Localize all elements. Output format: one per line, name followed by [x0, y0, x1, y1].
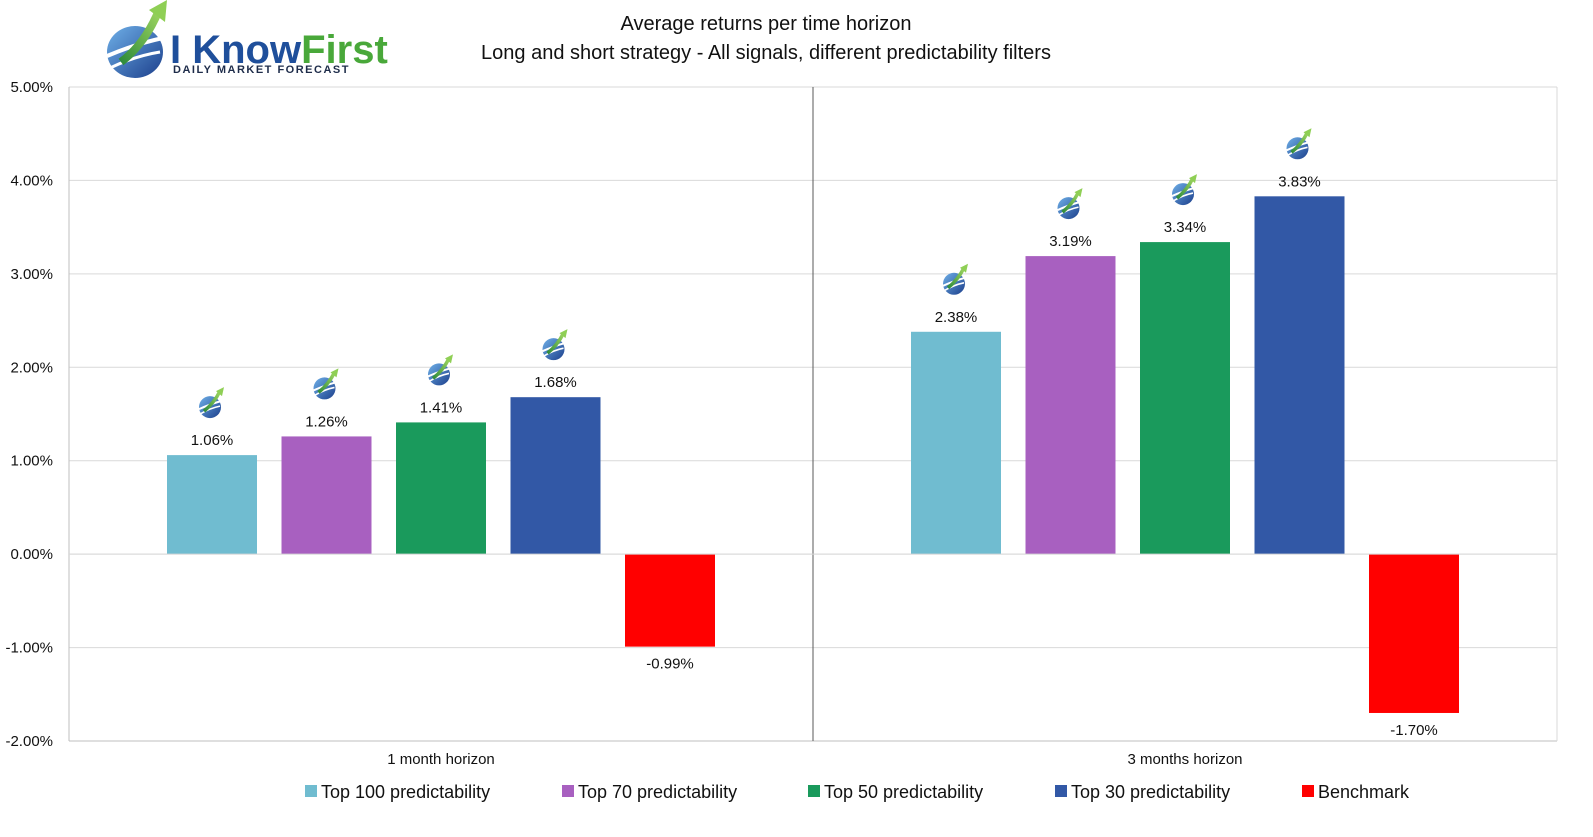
- i-know-first-logo-icon: [540, 327, 570, 362]
- i-know-first-logo-icon: [1170, 172, 1199, 207]
- y-tick-label: 3.00%: [10, 266, 53, 283]
- i-know-first-logo-icon: [426, 352, 455, 388]
- y-tick-label: -1.00%: [5, 640, 53, 657]
- data-label: 1.26%: [305, 413, 348, 430]
- bar: [396, 422, 486, 555]
- logo-text: I KnowFirst: [170, 28, 388, 72]
- bar: [625, 554, 715, 647]
- bar: [1025, 256, 1116, 555]
- category-label: 3 months horizon: [1127, 751, 1242, 768]
- category-label: 1 month horizon: [387, 751, 495, 768]
- legend-item[interactable]: Benchmark: [1302, 782, 1410, 802]
- bars: [167, 196, 1459, 713]
- plot-frame: [68, 87, 1558, 742]
- bar: [1140, 242, 1230, 555]
- data-labels: 1.06% 1.26% 1.41% 1.68% -0.99% 2.38% 3.19% 3.34…: [191, 173, 1438, 739]
- y-axis: 5.00% 4.00% 3.00% 2.00% 1.00% 0.00% -1.00% -2.0…: [5, 79, 53, 750]
- legend-item[interactable]: Top 70 predictability: [562, 782, 737, 802]
- i-know-first-logo-icon: [197, 385, 226, 420]
- logo-tagline: Daily Market Forecast: [173, 64, 350, 76]
- legend-item[interactable]: Top 100 predictability: [305, 782, 490, 802]
- y-tick-label: 1.00%: [10, 453, 53, 470]
- data-label: 1.68%: [534, 374, 577, 391]
- bar: [911, 331, 1001, 555]
- i-know-first-logo-icon: [941, 262, 970, 297]
- y-tick-label: 4.00%: [10, 172, 53, 189]
- legend-item[interactable]: Top 30 predictability: [1055, 782, 1230, 802]
- bar: [1369, 554, 1459, 713]
- bar: [1254, 196, 1345, 555]
- data-label: 2.38%: [935, 309, 978, 326]
- y-tick-label: 0.00%: [10, 546, 53, 563]
- chart-subtitle: Long and short strategy - All signals, d…: [481, 42, 1051, 64]
- i-know-first-logo-icon: [1055, 186, 1085, 221]
- i-know-first-logo-icon: [1284, 126, 1314, 162]
- legend-label: Top 30 predictability: [1071, 782, 1230, 802]
- i-know-first-logo-icon: [311, 366, 341, 402]
- legend-swatch: [305, 785, 317, 797]
- y-tick-label: 2.00%: [10, 359, 53, 376]
- legend-label: Top 100 predictability: [321, 782, 490, 802]
- data-label: 3.83%: [1278, 173, 1321, 190]
- legend: Top 100 predictability Top 70 predictabil…: [305, 782, 1410, 802]
- data-label: -0.99%: [646, 656, 694, 673]
- data-label: 3.19%: [1049, 233, 1092, 250]
- legend-swatch: [1055, 785, 1067, 797]
- legend-label: Top 50 predictability: [824, 782, 983, 802]
- data-label: 1.06%: [191, 432, 234, 449]
- legend-item[interactable]: Top 50 predictability: [808, 782, 983, 802]
- legend-swatch: [562, 785, 574, 797]
- legend-swatch: [808, 785, 820, 797]
- data-label: 1.41%: [420, 399, 463, 416]
- data-label: 3.34%: [1164, 219, 1207, 236]
- legend-label: Benchmark: [1318, 782, 1410, 802]
- y-tick-label: 5.00%: [10, 79, 53, 96]
- brand-logo: I KnowFirst Daily Market Forecast: [106, 0, 388, 78]
- chart-title: Average returns per time horizon: [621, 13, 912, 35]
- data-label: -1.70%: [1390, 722, 1438, 739]
- legend-label: Top 70 predictability: [578, 782, 737, 802]
- bar: [281, 436, 372, 555]
- bar: [167, 455, 257, 555]
- x-axis: 1 month horizon 3 months horizon: [387, 751, 1242, 768]
- globe-arrow-logo-icon: [106, 0, 167, 78]
- y-tick-label: -2.00%: [5, 733, 53, 750]
- legend-swatch: [1302, 785, 1314, 797]
- bar: [510, 397, 601, 555]
